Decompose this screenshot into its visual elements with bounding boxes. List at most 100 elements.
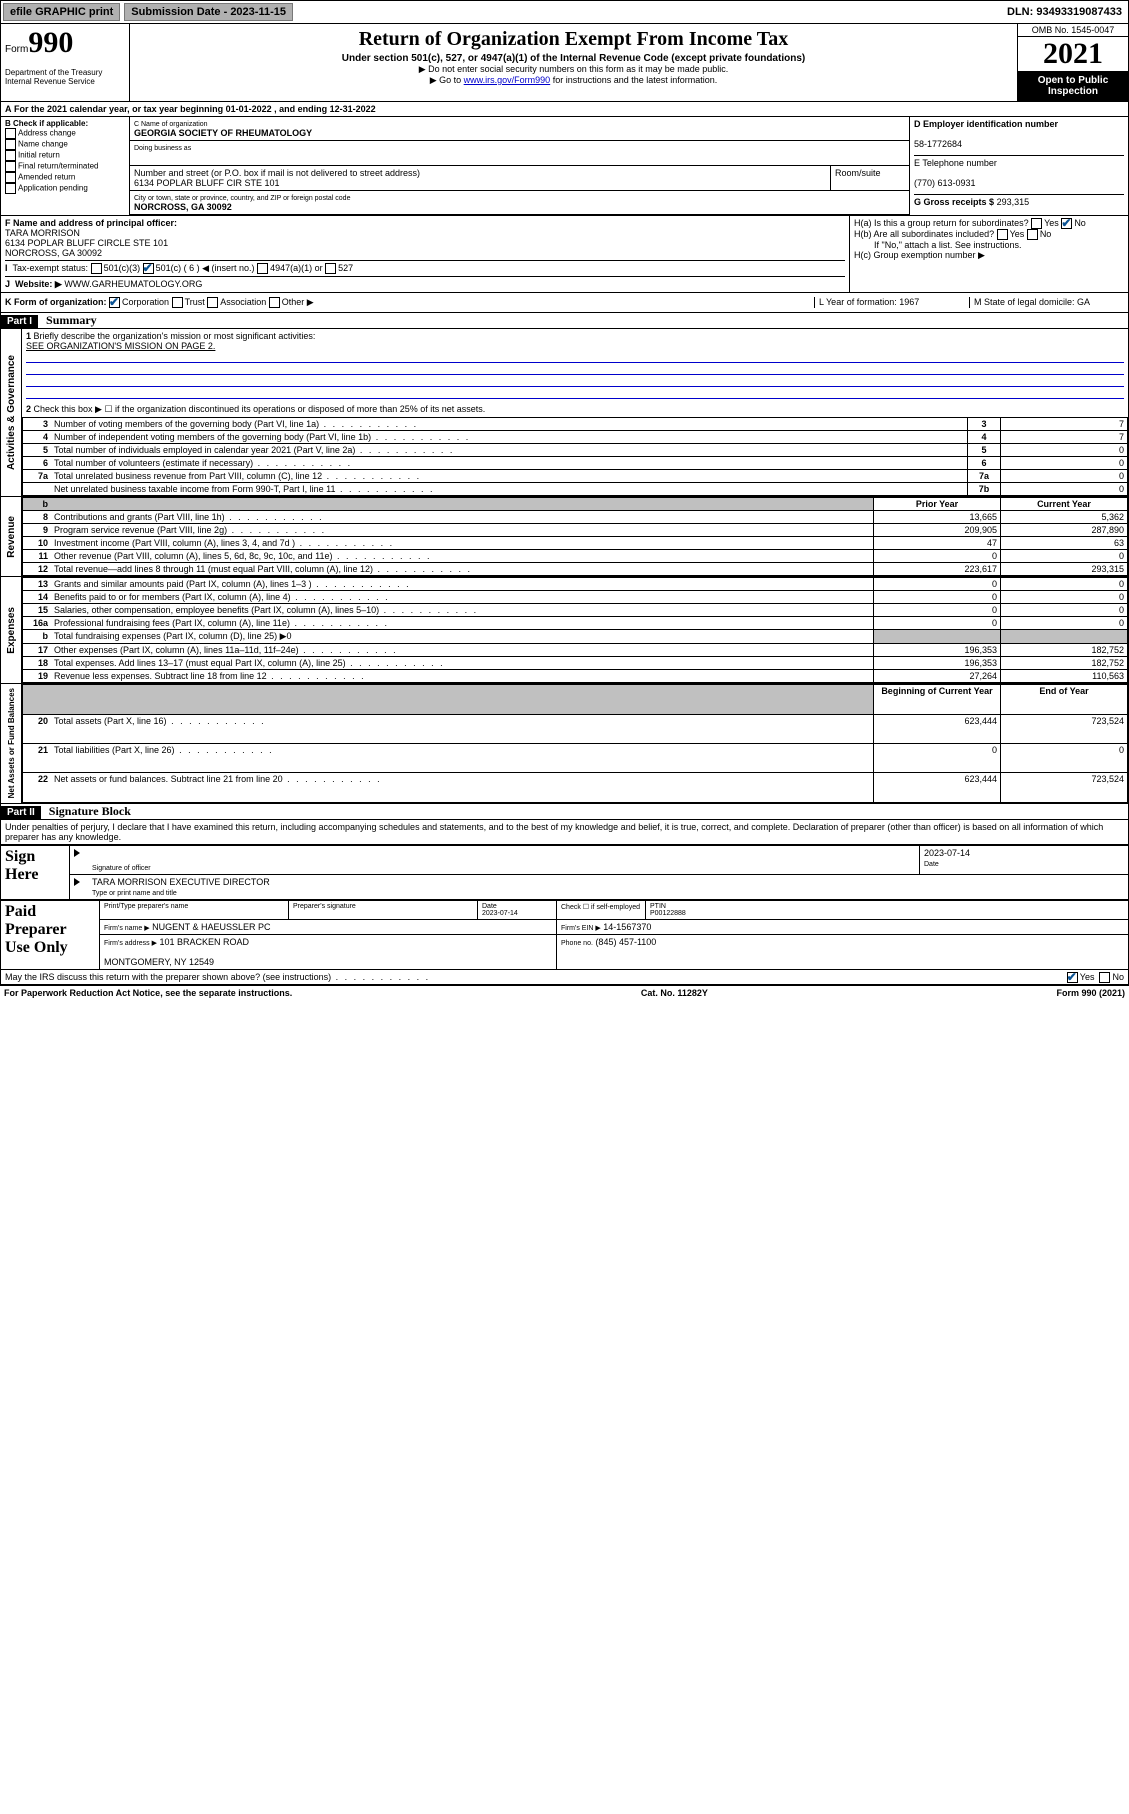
g-gross-lbl: G Gross receipts $ — [914, 197, 994, 207]
cb-527[interactable] — [325, 263, 336, 274]
hb-yes[interactable] — [997, 229, 1008, 240]
org-name: GEORGIA SOCIETY OF RHEUMATOLOGY — [134, 128, 312, 138]
tax-year: 2021 — [1018, 37, 1128, 71]
block-fh: F Name and address of principal officer:… — [0, 216, 1129, 293]
ha-yes[interactable] — [1031, 218, 1042, 229]
cb-address[interactable] — [5, 128, 16, 139]
footer: For Paperwork Reduction Act Notice, see … — [0, 985, 1129, 1000]
website: WWW.GARHEUMATOLOGY.ORG — [64, 279, 202, 289]
arrow-icon-2 — [74, 878, 80, 886]
ha-no[interactable] — [1061, 218, 1072, 229]
sig-name-lbl: Type or print name and title — [92, 890, 177, 897]
hb-no[interactable] — [1027, 229, 1038, 240]
faddr-lbl: Firm's address ▶ — [104, 940, 157, 947]
cb-other[interactable] — [269, 297, 280, 308]
part2-title: Signature Block — [41, 804, 131, 818]
cb-name[interactable] — [5, 139, 16, 150]
paperwork: For Paperwork Reduction Act Notice, see … — [4, 988, 292, 998]
efile-btn[interactable]: efile GRAPHIC print — [3, 3, 120, 21]
form-title: Return of Organization Exempt From Incom… — [136, 28, 1011, 51]
part2-hdr: Part II — [1, 806, 41, 819]
row-klm: K Form of organization: Corporation Trus… — [0, 293, 1129, 313]
block-bcd: B Check if applicable: Address change Na… — [0, 117, 1129, 216]
arrow-icon — [74, 849, 80, 857]
goto-prefix: ▶ Go to — [430, 75, 464, 85]
ein: 58-1772684 — [914, 139, 962, 149]
dept-treasury: Department of the Treasury Internal Reve… — [5, 60, 125, 86]
form-ref: Form 990 (2021) — [1056, 988, 1125, 998]
cb-amended[interactable] — [5, 172, 16, 183]
b-label: B Check if applicable: — [5, 119, 88, 128]
may-no[interactable] — [1099, 972, 1110, 983]
pp-date: 2023-07-14 — [482, 910, 518, 917]
line-a: A For the 2021 calendar year, or tax yea… — [0, 102, 1129, 117]
may-yes[interactable] — [1067, 972, 1078, 983]
goto-suffix: for instructions and the latest informat… — [550, 75, 717, 85]
subtitle-1: Under section 501(c), 527, or 4947(a)(1)… — [136, 53, 1011, 64]
l2-text: Check this box ▶ ☐ if the organization d… — [34, 404, 486, 414]
may-discuss: May the IRS discuss this return with the… — [5, 972, 430, 982]
cb-final[interactable] — [5, 161, 16, 172]
top-bar: efile GRAPHIC print Submission Date - 20… — [0, 0, 1129, 24]
header-row: Form990 Department of the Treasury Inter… — [0, 24, 1129, 102]
revenue-section: Revenue bPrior YearCurrent Year8Contribu… — [0, 497, 1129, 577]
sign-here-table: Sign Here Signature of officer 2023-07-1… — [0, 845, 1129, 900]
dba-lbl: Doing business as — [134, 145, 191, 152]
cb-assoc[interactable] — [207, 297, 218, 308]
expenses-section: Expenses 13Grants and similar amounts pa… — [0, 577, 1129, 684]
side-revenue: Revenue — [6, 512, 17, 562]
pp-ptin: P00122888 — [650, 910, 686, 917]
form-label: Form — [5, 44, 28, 55]
officer-name: TARA MORRISON — [5, 228, 80, 238]
hb-note: If "No," attach a list. See instructions… — [854, 240, 1124, 250]
cb-corp[interactable] — [109, 297, 120, 308]
firm-name: NUGENT & HAEUSSLER PC — [152, 922, 270, 932]
paid-preparer-table: Paid Preparer Use Only Print/Type prepar… — [0, 900, 1129, 970]
firm-phone: (845) 457-1100 — [595, 937, 656, 947]
firm-lbl: Firm's name ▶ — [104, 925, 150, 932]
sig-date-lbl: Date — [924, 861, 939, 868]
ein-lbl: Firm's EIN ▶ — [561, 925, 601, 932]
pp-h3: Date — [482, 903, 497, 910]
pp-h4: Check ☐ if self-employed — [557, 900, 646, 919]
cb-trust[interactable] — [172, 297, 183, 308]
addr-lbl: Number and street (or P.O. box if mail i… — [134, 168, 420, 178]
open-public: Open to Public Inspection — [1018, 71, 1128, 101]
pp-h1: Print/Type preparer's name — [100, 900, 289, 919]
cb-4947[interactable] — [257, 263, 268, 274]
omb-number: OMB No. 1545-0047 — [1018, 24, 1128, 37]
submission-date-btn[interactable]: Submission Date - 2023-11-15 — [124, 3, 293, 21]
c-name-lbl: C Name of organization — [134, 121, 208, 128]
officer-addr: 6134 POPLAR BLUFF CIRCLE STE 101 NORCROS… — [5, 238, 168, 258]
form-number: 990 — [28, 26, 73, 59]
firm-ein: 14-1567370 — [603, 922, 651, 932]
city-state-zip: NORCROSS, GA 30092 — [134, 202, 232, 212]
irs-link[interactable]: www.irs.gov/Form990 — [464, 75, 551, 85]
cb-initial[interactable] — [5, 150, 16, 161]
d-ein-lbl: D Employer identification number — [914, 119, 1058, 129]
sig-date: 2023-07-14 — [924, 848, 970, 858]
side-balances: Net Assets or Fund Balances — [7, 684, 16, 802]
cat-no: Cat. No. 11282Y — [641, 988, 708, 998]
m-state: M State of legal domicile: GA — [969, 297, 1124, 308]
paid-preparer: Paid Preparer Use Only — [1, 900, 100, 969]
dln: DLN: 93493319087433 — [1001, 4, 1128, 20]
j-lbl: Website: ▶ — [15, 279, 62, 289]
part1-title: Summary — [38, 313, 97, 327]
governance-section: Activities & Governance 1 Briefly descri… — [0, 329, 1129, 497]
declaration: Under penalties of perjury, I declare th… — [0, 820, 1129, 845]
gross-receipts: 293,315 — [997, 197, 1030, 207]
ha-lbl: H(a) Is this a group return for subordin… — [854, 218, 1029, 228]
part1-hdr: Part I — [1, 315, 38, 328]
cb-501c3[interactable] — [91, 263, 102, 274]
k-lbl: K Form of organization: — [5, 297, 107, 307]
hc-lbl: H(c) Group exemption number ▶ — [854, 250, 1124, 261]
may-discuss-row: May the IRS discuss this return with the… — [0, 970, 1129, 985]
cb-pending[interactable] — [5, 183, 16, 194]
balances-section: Net Assets or Fund Balances Beginning of… — [0, 684, 1129, 803]
fph-lbl: Phone no. — [561, 940, 593, 947]
e-phone-lbl: E Telephone number — [914, 158, 997, 168]
i-lbl: Tax-exempt status: — [13, 263, 89, 273]
pp-h5: PTIN — [650, 903, 666, 910]
cb-501c[interactable] — [143, 263, 154, 274]
